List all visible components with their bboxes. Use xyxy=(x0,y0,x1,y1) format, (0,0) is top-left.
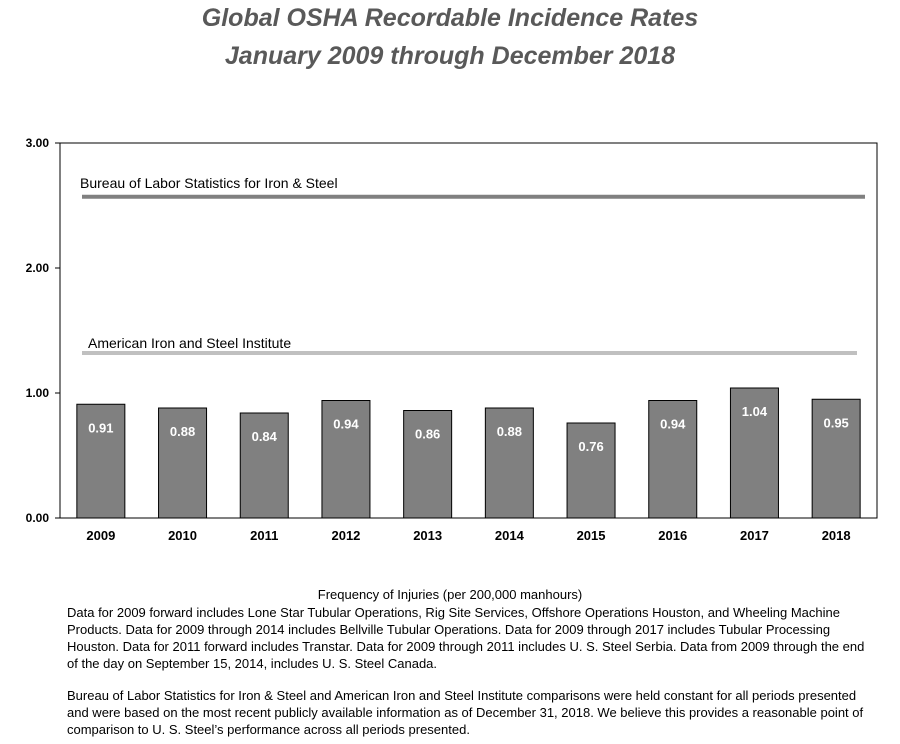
x-tick-label: 2010 xyxy=(168,528,197,543)
y-tick-label: 3.00 xyxy=(26,136,50,150)
chart-title-line1: Global OSHA Recordable Incidence Rates xyxy=(201,4,699,32)
y-tick-label: 1.00 xyxy=(26,386,50,400)
bar-value-label: 1.04 xyxy=(742,404,768,419)
bar-value-label: 0.91 xyxy=(88,420,113,435)
bar xyxy=(811,398,861,519)
bar-value-label: 0.84 xyxy=(252,429,278,444)
reference-line-label: Bureau of Labor Statistics for Iron & St… xyxy=(80,175,338,191)
x-axis-caption: Frequency of Injuries (per 200,000 manho… xyxy=(317,587,583,602)
footnote-data-scope: Data for 2009 forward includes Lone Star… xyxy=(67,605,865,671)
x-tick-label: 2017 xyxy=(740,528,769,543)
bar xyxy=(239,412,289,519)
x-tick-label: 2011 xyxy=(250,528,278,543)
bar xyxy=(403,410,453,519)
x-tick-label: 2014 xyxy=(495,528,525,543)
x-tick-label: 2013 xyxy=(413,528,442,543)
x-tick-label: 2012 xyxy=(331,528,360,543)
bar-value-label: 0.94 xyxy=(660,417,686,432)
bar-value-label: 0.88 xyxy=(170,424,195,439)
bar-value-label: 0.94 xyxy=(333,417,359,432)
x-tick-label: 2016 xyxy=(658,528,687,543)
y-tick-label: 0.00 xyxy=(26,511,50,525)
bar xyxy=(566,422,616,519)
bar-value-label: 0.76 xyxy=(578,439,603,454)
bar xyxy=(648,400,698,519)
chart-title-line2: January 2009 through December 2018 xyxy=(224,42,676,70)
x-tick-label: 2009 xyxy=(86,528,115,543)
bar xyxy=(158,407,208,519)
bar xyxy=(729,387,779,519)
x-tick-label: 2018 xyxy=(822,528,851,543)
bar xyxy=(321,400,371,519)
bar-value-label: 0.88 xyxy=(497,424,522,439)
reference-line-label: American Iron and Steel Institute xyxy=(88,335,291,351)
bar-chart: 0.00 1.00 2.00 3.00 Bureau of Labor Statisti… xyxy=(26,136,878,543)
bar-value-label: 0.86 xyxy=(415,427,440,442)
footnote-comparison: Bureau of Labor Statistics for Iron & St… xyxy=(67,688,864,737)
x-tick-label: 2015 xyxy=(577,528,606,543)
bar xyxy=(484,407,534,519)
y-tick-label: 2.00 xyxy=(26,261,50,275)
bar xyxy=(76,403,126,519)
bar-value-label: 0.95 xyxy=(823,415,848,430)
